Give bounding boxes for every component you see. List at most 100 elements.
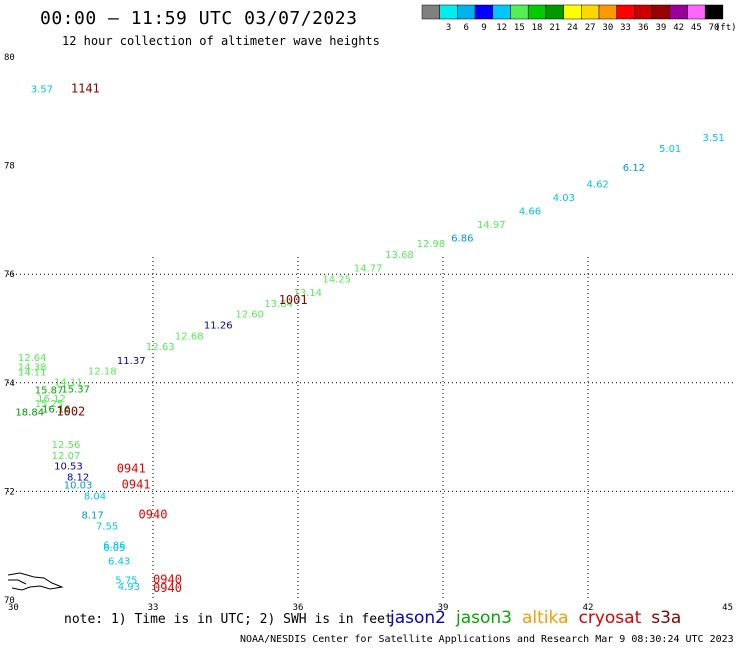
x-tick-label: 45 [722,603,733,613]
wave-height-label: 14.11 [54,378,83,389]
wave-height-label: 15.25 [35,399,64,410]
x-tick-label: 33 [148,603,159,613]
legend-swatch [457,4,476,20]
legend-label: 15 [514,23,525,33]
legend-swatch [474,4,494,20]
wave-height-label: 16.16 [42,405,71,416]
wave-height-label: 14.77 [354,263,383,274]
legend-swatch [545,4,564,20]
satellite-altika: altika [522,608,569,628]
wave-height-label: 12.07 [52,451,81,462]
wave-height-label: 12.68 [175,331,204,342]
wave-height-label: 15.87 [35,386,64,397]
wave-height-label: 11.26 [204,321,233,332]
legend-swatch [439,4,458,20]
wave-height-label: 3.51 [703,133,725,144]
legend-label: 6 [464,23,469,33]
wave-height-label: 14.97 [477,220,506,231]
credit-footer: NOAA/NESDIS Center for Satellite Applica… [240,634,734,645]
legend-label: 45 [691,23,702,33]
wave-height-label: 12.18 [88,367,117,378]
legend-label: 42 [673,23,684,33]
wave-height-label: 13.84 [264,299,293,310]
legend-swatch [492,4,511,20]
wave-height-label: 4.66 [519,206,541,217]
legend-swatch [598,4,617,20]
wave-height-label: 18.84 [15,407,44,418]
wave-height-label: 7.55 [96,521,118,532]
legend-unit: (ft) [715,23,737,33]
legend-label: 12 [496,23,507,33]
wave-height-label: 3.57 [31,84,53,95]
wave-height-label: 6.12 [623,163,645,174]
legend-label: 18 [532,23,543,33]
y-tick-label: 80 [4,53,15,63]
legend-swatch [563,4,582,20]
wave-height-label: 6.86 [103,540,125,551]
page-title: 00:00 – 11:59 UTC 03/07/2023 [40,8,358,29]
wave-height-label: 13.14 [293,288,322,299]
wave-height-label: 12.60 [235,310,264,321]
legend-swatch [634,4,653,20]
wave-height-label: 12.63 [146,342,175,353]
pass-time-label: 0940 [153,581,182,595]
wave-height-label: 5.75 [115,576,137,587]
wave-height-label: 8.04 [84,492,106,503]
x-tick-label: 39 [438,603,449,613]
legend-swatch [651,4,671,20]
wave-height-label: 14.38 [18,362,47,373]
y-tick-label: 74 [4,379,15,389]
satellite-s3a: s3a [651,608,682,628]
legend-label: 70 [709,23,720,33]
legend-swatch [669,4,688,20]
wave-height-label: 4.93 [118,582,140,593]
wave-height-label: 6.86 [451,234,473,245]
pass-time-label: 1002 [56,404,85,418]
units-note: note: 1) Time is in UTC; 2) SWH is in fe… [64,612,393,627]
legend-swatch [527,4,547,20]
pass-time-label: 0941 [122,478,151,492]
legend-label: 24 [567,23,578,33]
wave-height-label: 12.56 [52,440,81,451]
satellite-legend: jason2 jason3 altika cryosat s3a [390,608,691,628]
wave-height-label: 15.37 [61,385,90,396]
x-tick-label: 30 [8,603,19,613]
wave-height-label: 6.05 [103,543,125,554]
wave-height-label: 8.12 [67,473,89,484]
wave-height-label: 5.01 [659,144,681,155]
wave-height-label: 11.37 [117,356,146,367]
legend-swatch [510,4,529,20]
legend-swatch [581,4,600,20]
legend-label: 9 [481,23,486,33]
legend-label: 39 [656,23,667,33]
wave-height-label: 14.11 [18,368,47,379]
y-tick-label: 76 [4,270,15,280]
legend-swatch [704,4,724,20]
wave-height-label: 10.03 [64,481,93,492]
coastline-outline [7,572,64,591]
page-subtitle: 12 hour collection of altimeter wave hei… [62,34,380,48]
pass-time-label: 1001 [279,293,308,307]
wave-height-label: 16.12 [37,394,66,405]
wave-height-label: 12.98 [417,239,446,250]
legend-swatch [687,4,706,20]
wave-height-label: 14.25 [322,274,351,285]
legend-swatch [421,4,440,20]
pass-time-label: 1141 [71,81,100,95]
wave-height-label: 4.62 [587,179,609,190]
legend-label: 33 [620,23,631,33]
y-tick-label: 72 [4,487,15,497]
legend-label: 3 [446,23,451,33]
satellite-cryosat: cryosat [578,608,642,628]
y-tick-label: 70 [4,596,15,606]
legend-label: 36 [638,23,649,33]
legend-label: 27 [585,23,596,33]
pass-time-label: 0940 [153,573,182,587]
satellite-jason3: jason3 [456,608,512,628]
y-tick-label: 78 [4,162,15,172]
legend-label: 30 [602,23,613,33]
wave-height-label: 10.53 [54,462,83,473]
wave-height-label: 12.64 [18,353,47,364]
pass-time-label: 0941 [117,461,146,475]
